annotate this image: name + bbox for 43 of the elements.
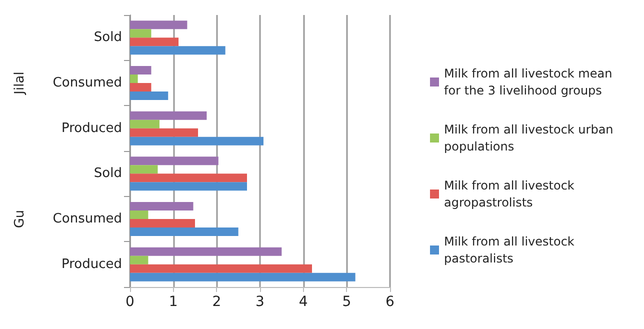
legend-label: Milk from all livestock pastoralists	[444, 234, 578, 266]
bar	[130, 202, 194, 210]
bar	[130, 174, 247, 182]
bar	[130, 210, 148, 219]
x-tick-label: 3	[256, 294, 264, 310]
bar	[130, 272, 356, 282]
bar	[130, 46, 226, 55]
bar	[130, 120, 160, 128]
legend-label: Milk from all livestock urban populations	[444, 122, 618, 154]
x-tick-label: 2	[212, 294, 222, 310]
x-tick-label: 6	[386, 294, 395, 310]
bar	[130, 74, 138, 83]
y-tick-label: Consumed	[52, 212, 122, 226]
y-tick-label: Sold	[94, 166, 122, 182]
bar	[130, 228, 238, 236]
bar	[130, 219, 195, 228]
y-tick-label: Produced	[61, 120, 122, 136]
text: Jilal	[12, 72, 28, 96]
x-tick-label: 1	[168, 294, 178, 310]
bar	[130, 128, 198, 137]
legend-label: Milk from all livestock mean for the 3 livelihood groups	[444, 66, 616, 98]
bar	[130, 66, 152, 74]
bar	[130, 92, 168, 100]
bar	[130, 247, 282, 256]
y-tick-label: Produced	[61, 256, 122, 272]
x-tick-label: 4	[298, 294, 308, 310]
bar	[130, 136, 264, 146]
bar	[130, 20, 188, 30]
bar	[130, 182, 247, 191]
x-tick-label: 0	[126, 294, 134, 310]
y-tick-label: Consumed	[52, 76, 122, 90]
legend-label: Milk from all livestock agropastrolists	[444, 178, 578, 210]
bar	[130, 156, 218, 166]
x-tick-label: 5	[342, 294, 352, 310]
bar	[130, 111, 207, 120]
bar	[130, 256, 148, 264]
y-tick-label: Sold	[94, 30, 122, 46]
bar	[130, 29, 152, 38]
bar	[130, 165, 158, 174]
bar	[130, 38, 179, 46]
bar	[130, 83, 152, 92]
bar	[130, 264, 312, 273]
text: Gu	[12, 210, 28, 228]
